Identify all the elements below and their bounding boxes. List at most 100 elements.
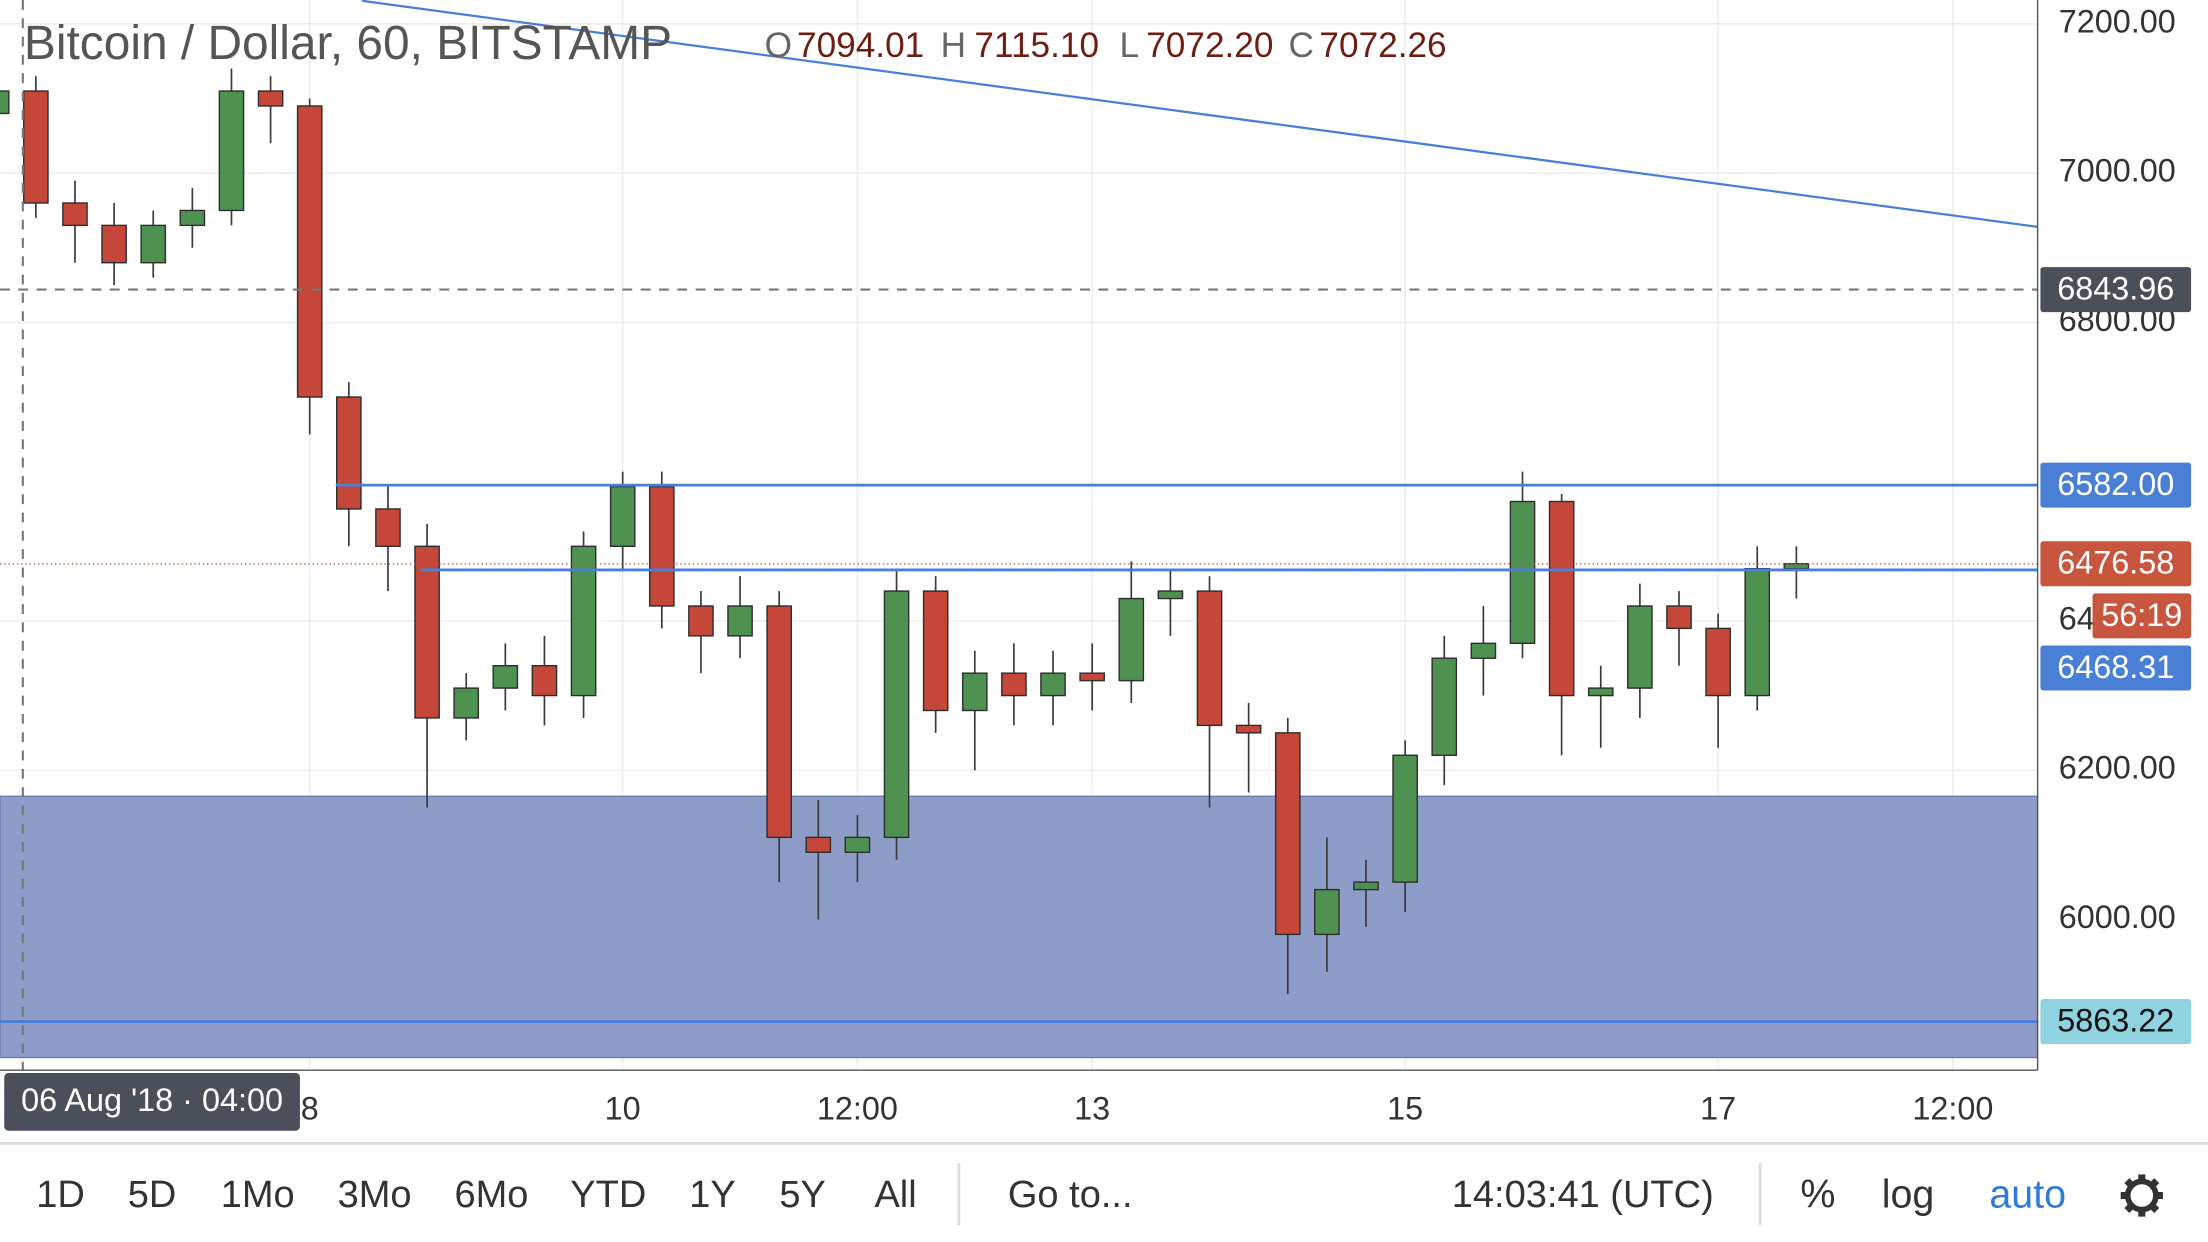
scale-option[interactable]: auto [1989, 1172, 2066, 1216]
legend-key: H [941, 26, 966, 65]
candle-body [883, 590, 910, 839]
x-tick-label: 12:00 [817, 1091, 898, 1127]
countdown-label-box [2092, 593, 2192, 639]
candle-body [140, 224, 167, 264]
range-button[interactable]: 1Mo [221, 1174, 295, 1216]
candle-body [336, 396, 362, 510]
crosshair-x-label: 06 Aug '18 · 04:00 [21, 1082, 283, 1118]
last-price-label-box [2040, 541, 2192, 587]
candle-body [101, 224, 127, 264]
candle-body [1627, 605, 1653, 689]
candle-body [1157, 590, 1184, 600]
clock: 14:03:41 (UTC) [1452, 1174, 1714, 1216]
level-label: 6468.31 [2057, 649, 2174, 685]
candle-body [62, 202, 88, 227]
legend-key: O [765, 26, 792, 65]
countdown-label: 56:19 [2101, 597, 2182, 633]
candle-body [375, 508, 401, 548]
crosshair-y-label: 6843.96 [2057, 271, 2174, 307]
range-button[interactable]: YTD [570, 1174, 646, 1216]
candle-body [805, 836, 832, 853]
candle-body [492, 665, 519, 689]
candle-body [179, 209, 206, 227]
candle-body [1548, 500, 1575, 697]
level-label-box [2040, 645, 2192, 691]
candle-body [1353, 881, 1379, 891]
range-button[interactable]: 1D [36, 1174, 85, 1216]
candle-body [609, 485, 636, 548]
level-label: 5863.22 [2057, 1002, 2174, 1038]
candle-body [453, 687, 480, 719]
candle-body [1431, 657, 1458, 756]
candle-body [1001, 672, 1027, 697]
goto-button[interactable]: Go to... [1008, 1174, 1133, 1216]
candle-body [844, 836, 871, 853]
chart-title: Bitcoin / Dollar, 60, BITSTAMP [24, 17, 672, 70]
candle-body [1040, 672, 1066, 697]
candle-body [688, 605, 714, 637]
candle-body [922, 590, 949, 712]
overlay [0, 0, 2038, 1071]
range-button[interactable]: 5D [128, 1174, 177, 1216]
candle-body [218, 90, 245, 212]
scale-option[interactable]: % [1800, 1172, 1835, 1216]
range-button[interactable]: 5Y [779, 1174, 826, 1216]
y-tick-label: 6000.00 [2059, 899, 2176, 935]
x-tick-label: 15 [1387, 1091, 1423, 1127]
candle-body [531, 665, 558, 697]
legend-value: 7094.01 [797, 26, 924, 65]
candle-body [648, 485, 675, 607]
candle-body [961, 672, 988, 712]
candle-body [1274, 732, 1301, 936]
candle-body [1235, 724, 1262, 734]
crosshair-y-label-box [2040, 267, 2192, 313]
candle-body [766, 605, 793, 839]
range-button[interactable]: 1Y [689, 1174, 736, 1216]
range-button[interactable]: All [874, 1174, 916, 1216]
candle-body [296, 105, 323, 398]
candle-body [1470, 642, 1497, 659]
candle-body [1196, 590, 1223, 727]
trend-line [361, 0, 2038, 228]
candle-body [1079, 672, 1105, 682]
legend-key: L [1119, 26, 1139, 65]
level-label-box [2040, 998, 2192, 1045]
candle-body [1392, 754, 1418, 883]
x-tick-label: 13 [1074, 1091, 1110, 1127]
candle-body [1705, 627, 1731, 697]
candle-body [1744, 567, 1771, 697]
crosshair-x-label-box [4, 1073, 300, 1131]
last-price-label: 6476.58 [2057, 545, 2174, 581]
range-button[interactable]: 6Mo [454, 1174, 528, 1216]
x-tick-label: 17 [1700, 1091, 1736, 1127]
zone [0, 795, 2038, 1059]
legend-key: C [1288, 26, 1313, 65]
range-button[interactable]: 3Mo [338, 1174, 412, 1216]
legend-value: 7072.20 [1146, 26, 1273, 65]
level-label-box [2040, 462, 2192, 508]
candle-body [1783, 563, 1810, 570]
level-label: 6582.00 [2057, 466, 2174, 502]
y-tick-label: 6200.00 [2059, 750, 2176, 786]
candle-body [1314, 888, 1340, 936]
scale-option[interactable]: log [1882, 1172, 1935, 1216]
candle-body [257, 90, 284, 107]
candle-body [1587, 687, 1614, 697]
gear-ring [2124, 1178, 2159, 1213]
candle-body [0, 90, 10, 115]
legend-value: 7072.26 [1319, 26, 1446, 65]
candle-body [727, 605, 753, 637]
y-tick-label: 7000.00 [2059, 153, 2176, 189]
x-tick-label: 8 [301, 1091, 319, 1127]
plot [0, 0, 2038, 1059]
settings-button[interactable] [2120, 1174, 2163, 1217]
x-tick-label: 12:00 [1912, 1091, 1993, 1127]
candle-body [414, 545, 440, 719]
legend-value: 7115.10 [974, 26, 1099, 65]
candle-body [23, 90, 49, 204]
candle-body [1118, 597, 1145, 682]
candle-body [1509, 500, 1536, 645]
candle-body [1666, 605, 1692, 630]
